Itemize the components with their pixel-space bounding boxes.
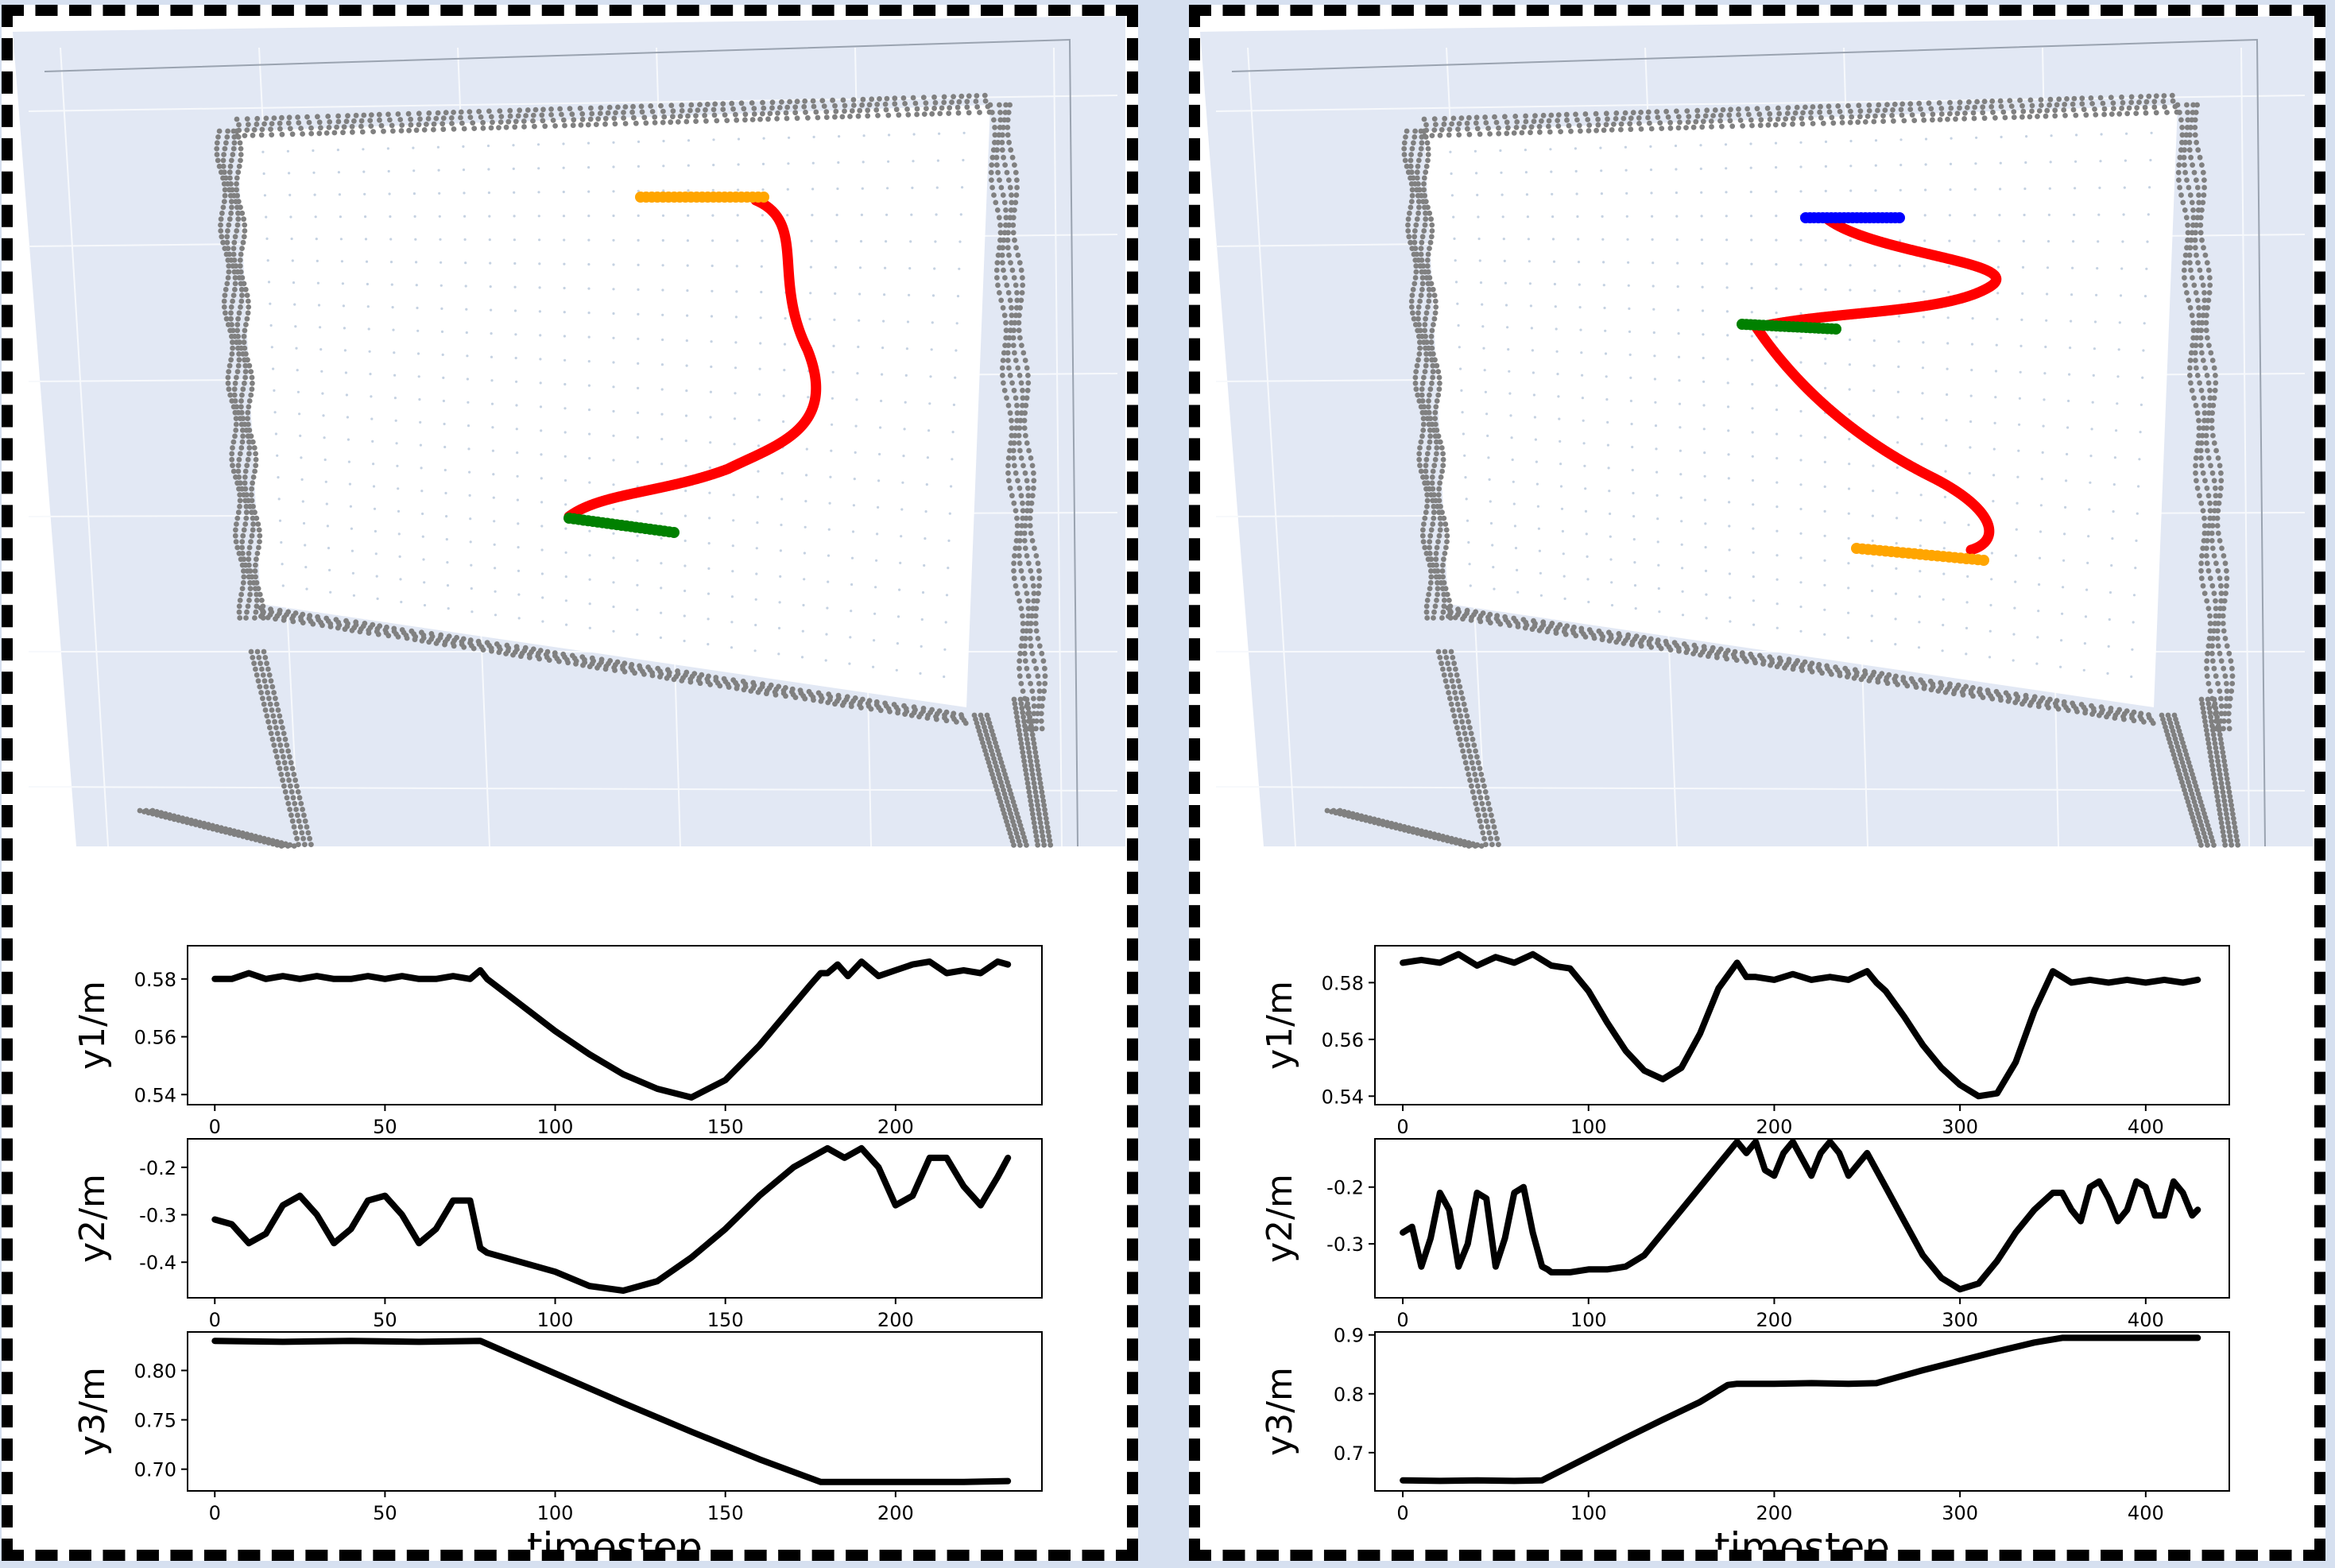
end-marker xyxy=(563,513,680,538)
start-marker xyxy=(1800,212,1905,223)
x-axis-label: timestep xyxy=(527,1524,703,1561)
x-tick-label: 300 xyxy=(1942,1502,1978,1524)
series-line xyxy=(1400,1334,2201,1485)
x-tick-label: 50 xyxy=(373,1116,397,1138)
trajectory-path xyxy=(563,195,822,522)
mid-marker xyxy=(1737,319,1841,335)
x-tick-label: 200 xyxy=(1756,1116,1793,1138)
plot-frame xyxy=(187,1331,1043,1492)
scene-box-edge xyxy=(1231,38,2266,847)
x-tick-label: 100 xyxy=(537,1309,574,1331)
chart-3: 0 100 200 300 400 0.7 0.8 0.9 y3/m timestep xyxy=(1260,1325,2230,1561)
y-tick-label: 0.80 xyxy=(134,1360,176,1382)
x-tick-label: 300 xyxy=(1942,1116,1978,1138)
x-tick-label: 100 xyxy=(1570,1309,1607,1331)
x-tick-label: 0 xyxy=(1396,1309,1408,1331)
y-tick-label: 0.54 xyxy=(1322,1086,1364,1108)
x-tick-label: 100 xyxy=(537,1116,574,1138)
x-tick-label: 150 xyxy=(707,1116,744,1138)
right-pointcloud-scene xyxy=(1200,16,2313,849)
y-tick-label: 0.9 xyxy=(1334,1325,1364,1347)
y-axis-label: y2/m xyxy=(72,1174,113,1263)
y-tick-label: -0.3 xyxy=(1326,1233,1364,1256)
y-tick-label: -0.3 xyxy=(139,1205,176,1227)
series-line xyxy=(211,958,1012,1101)
x-tick-label: 150 xyxy=(707,1502,744,1524)
x-tick-label: 400 xyxy=(2128,1309,2164,1331)
chart-2: 0 50 100 150 200 -0.4 -0.3 -0.2 y2/m xyxy=(72,1138,1043,1331)
chart-3: 0 50 100 150 200 0.70 0.75 0.80 y3/m timestep xyxy=(72,1331,1043,1561)
y-tick-label: 0.58 xyxy=(1322,972,1364,994)
whiteboard-plane xyxy=(237,105,990,707)
y-axis-label: y2/m xyxy=(1260,1174,1300,1263)
x-axis-label: timestep xyxy=(1714,1524,1890,1561)
y-tick-label: 0.75 xyxy=(134,1410,176,1432)
y-tick-label: 0.56 xyxy=(134,1027,176,1049)
y-axis-label: y3/m xyxy=(72,1367,113,1456)
end-marker xyxy=(1851,543,1989,566)
surface-mesh xyxy=(261,131,966,679)
x-tick-label: 200 xyxy=(877,1116,914,1138)
x-tick-label: 400 xyxy=(2128,1116,2164,1138)
x-tick-label: 0 xyxy=(209,1502,221,1524)
chart-2: 0 100 200 300 400 -0.3 -0.2 y2/m xyxy=(1260,1138,2230,1331)
x-tick-label: 200 xyxy=(1756,1309,1793,1331)
x-tick-label: 100 xyxy=(1570,1502,1607,1524)
x-tick-label: 50 xyxy=(373,1502,397,1524)
x-tick-label: 0 xyxy=(1396,1502,1408,1524)
series-line xyxy=(1400,1138,2201,1293)
y-tick-label: 0.70 xyxy=(134,1459,176,1481)
y-tick-label: 0.8 xyxy=(1334,1384,1364,1406)
left-figure: 0 50 100 150 200 0.54 0.56 0.58 y1/m 0 50 100 150 200… xyxy=(13,16,1125,1561)
x-tick-label: 300 xyxy=(1942,1309,1978,1331)
right-panel: 0 100 200 300 400 0.54 0.56 0.58 y1/m 0 100 200 300 4… xyxy=(1189,5,2325,1561)
left-panel: 0 50 100 150 200 0.54 0.56 0.58 y1/m 0 50 100 150 200… xyxy=(2,5,1138,1561)
series-line xyxy=(1400,950,2201,1100)
y-axis-label: y1/m xyxy=(1260,981,1300,1070)
plot-frame xyxy=(1374,945,2230,1105)
y-tick-label: 0.7 xyxy=(1334,1442,1364,1465)
y-axis-label: y3/m xyxy=(1260,1367,1300,1456)
x-tick-label: 0 xyxy=(1396,1116,1408,1138)
x-tick-label: 200 xyxy=(877,1502,914,1524)
chart-1: 0 50 100 150 200 0.54 0.56 0.58 y1/m xyxy=(72,945,1043,1138)
plot-frame xyxy=(187,945,1043,1105)
x-tick-label: 100 xyxy=(537,1502,574,1524)
point-cloud xyxy=(1324,92,2241,849)
y-axis-label: y1/m xyxy=(72,981,113,1070)
chart-1: 0 100 200 300 400 0.54 0.56 0.58 y1/m xyxy=(1260,945,2230,1138)
x-tick-label: 100 xyxy=(1570,1116,1607,1138)
y-tick-label: -0.2 xyxy=(139,1157,176,1179)
x-tick-label: 150 xyxy=(707,1309,744,1331)
series-line xyxy=(211,1338,1012,1485)
start-marker xyxy=(635,192,769,203)
x-tick-label: 0 xyxy=(209,1309,221,1331)
left-pointcloud-scene xyxy=(13,16,1125,849)
x-tick-label: 50 xyxy=(373,1309,397,1331)
plot-frame xyxy=(1374,1331,2230,1492)
right-figure: 0 100 200 300 400 0.54 0.56 0.58 y1/m 0 100 200 300 4… xyxy=(1200,16,2313,1561)
y-tick-label: -0.2 xyxy=(1326,1177,1364,1199)
whiteboard-plane xyxy=(1424,105,2178,707)
y-tick-label: 0.56 xyxy=(1322,1029,1364,1051)
x-tick-label: 200 xyxy=(1756,1502,1793,1524)
x-tick-label: 0 xyxy=(209,1116,221,1138)
point-cloud xyxy=(137,92,1054,849)
y-tick-label: 0.58 xyxy=(134,969,176,991)
surface-mesh xyxy=(1449,131,2153,679)
x-tick-label: 400 xyxy=(2128,1502,2164,1524)
scene-box-edge xyxy=(44,38,1078,847)
y-tick-label: 0.54 xyxy=(134,1084,176,1106)
x-tick-label: 200 xyxy=(877,1309,914,1331)
y-tick-label: -0.4 xyxy=(139,1252,176,1274)
series-line xyxy=(211,1144,1012,1294)
plot-frame xyxy=(187,1138,1043,1299)
